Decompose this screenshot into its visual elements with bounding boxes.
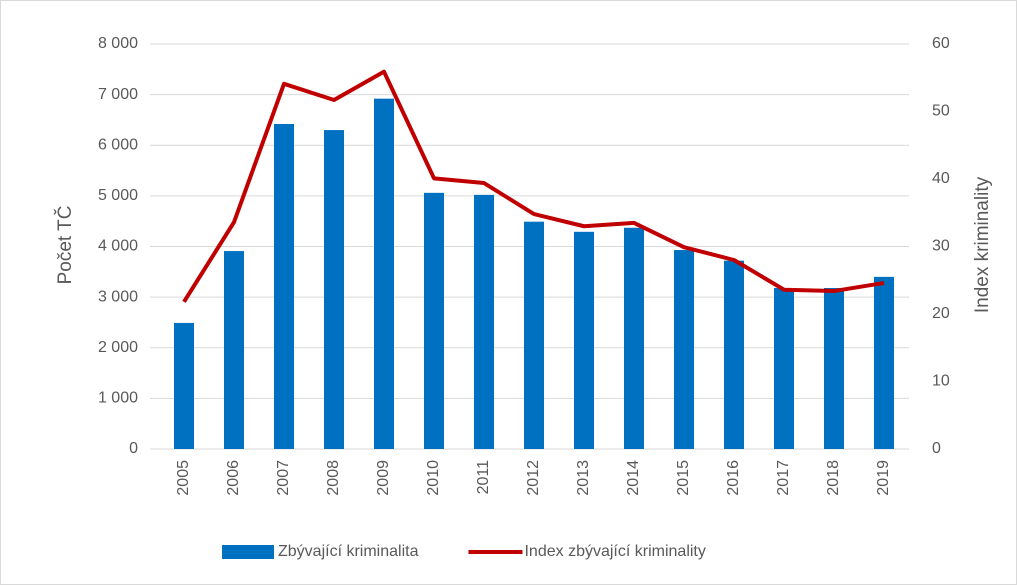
- y-tick-label: 2 000: [98, 339, 138, 356]
- bar: [274, 123, 294, 450]
- x-tick-label: 2014: [625, 460, 642, 496]
- bar: [224, 251, 244, 449]
- bar: [324, 130, 344, 449]
- bar: [874, 276, 894, 449]
- bar: [174, 322, 194, 449]
- y-tick-label: 3 000: [98, 288, 138, 305]
- bar: [574, 231, 594, 449]
- y-tick-label: 1 000: [98, 390, 138, 407]
- y2-axis-title: Index kriminality: [972, 176, 993, 313]
- line: [182, 69, 885, 303]
- bar: [524, 221, 544, 449]
- legend-swatch: [222, 545, 274, 559]
- x-tick-label: 2017: [775, 460, 792, 496]
- x-tick-label: 2005: [175, 460, 192, 496]
- y-axis-title: Počet TČ: [54, 206, 76, 285]
- x-tick-label: 2009: [375, 460, 392, 496]
- y-tick-label: 4 000: [98, 238, 138, 255]
- bar: [424, 192, 444, 449]
- y2-tick-label: 20: [932, 305, 950, 322]
- bar: [624, 227, 644, 449]
- y-tick-label: 6 000: [98, 136, 138, 153]
- x-tick-label: 2015: [675, 460, 692, 496]
- x-tick-label: 2019: [875, 460, 892, 496]
- y2-tick-label: 10: [932, 373, 950, 390]
- x-tick-label: 2012: [525, 460, 542, 496]
- bar: [824, 288, 844, 449]
- bar: [374, 98, 394, 450]
- y-tick-label: 7 000: [98, 86, 138, 103]
- x-tick-label: 2018: [825, 460, 842, 496]
- x-tick-label: 2010: [425, 460, 442, 496]
- x-tick-label: 2016: [725, 460, 742, 496]
- y-tick-label: 5 000: [98, 187, 138, 204]
- x-tick-label: 2008: [325, 460, 342, 496]
- legend-label: Zbývající kriminalita: [278, 543, 419, 560]
- y2-tick-label: 40: [932, 170, 950, 187]
- bar: [774, 288, 794, 449]
- y2-tick-label: 60: [932, 35, 950, 52]
- bar: [674, 250, 694, 449]
- x-tick-label: 2006: [225, 460, 242, 496]
- x-tick-label: 2011: [475, 460, 492, 495]
- y2-tick-label: 30: [932, 238, 950, 255]
- x-tick-label: 2013: [575, 460, 592, 496]
- x-tick-label: 2007: [275, 460, 292, 496]
- y-tick-label: 8 000: [98, 35, 138, 52]
- legend-label: Index zbývající kriminality: [524, 543, 705, 560]
- y2-tick-label: 50: [932, 103, 950, 120]
- bar: [474, 194, 494, 449]
- y2-tick-label: 0: [932, 440, 941, 457]
- y-tick-label: 0: [129, 440, 138, 457]
- bar: [724, 260, 744, 449]
